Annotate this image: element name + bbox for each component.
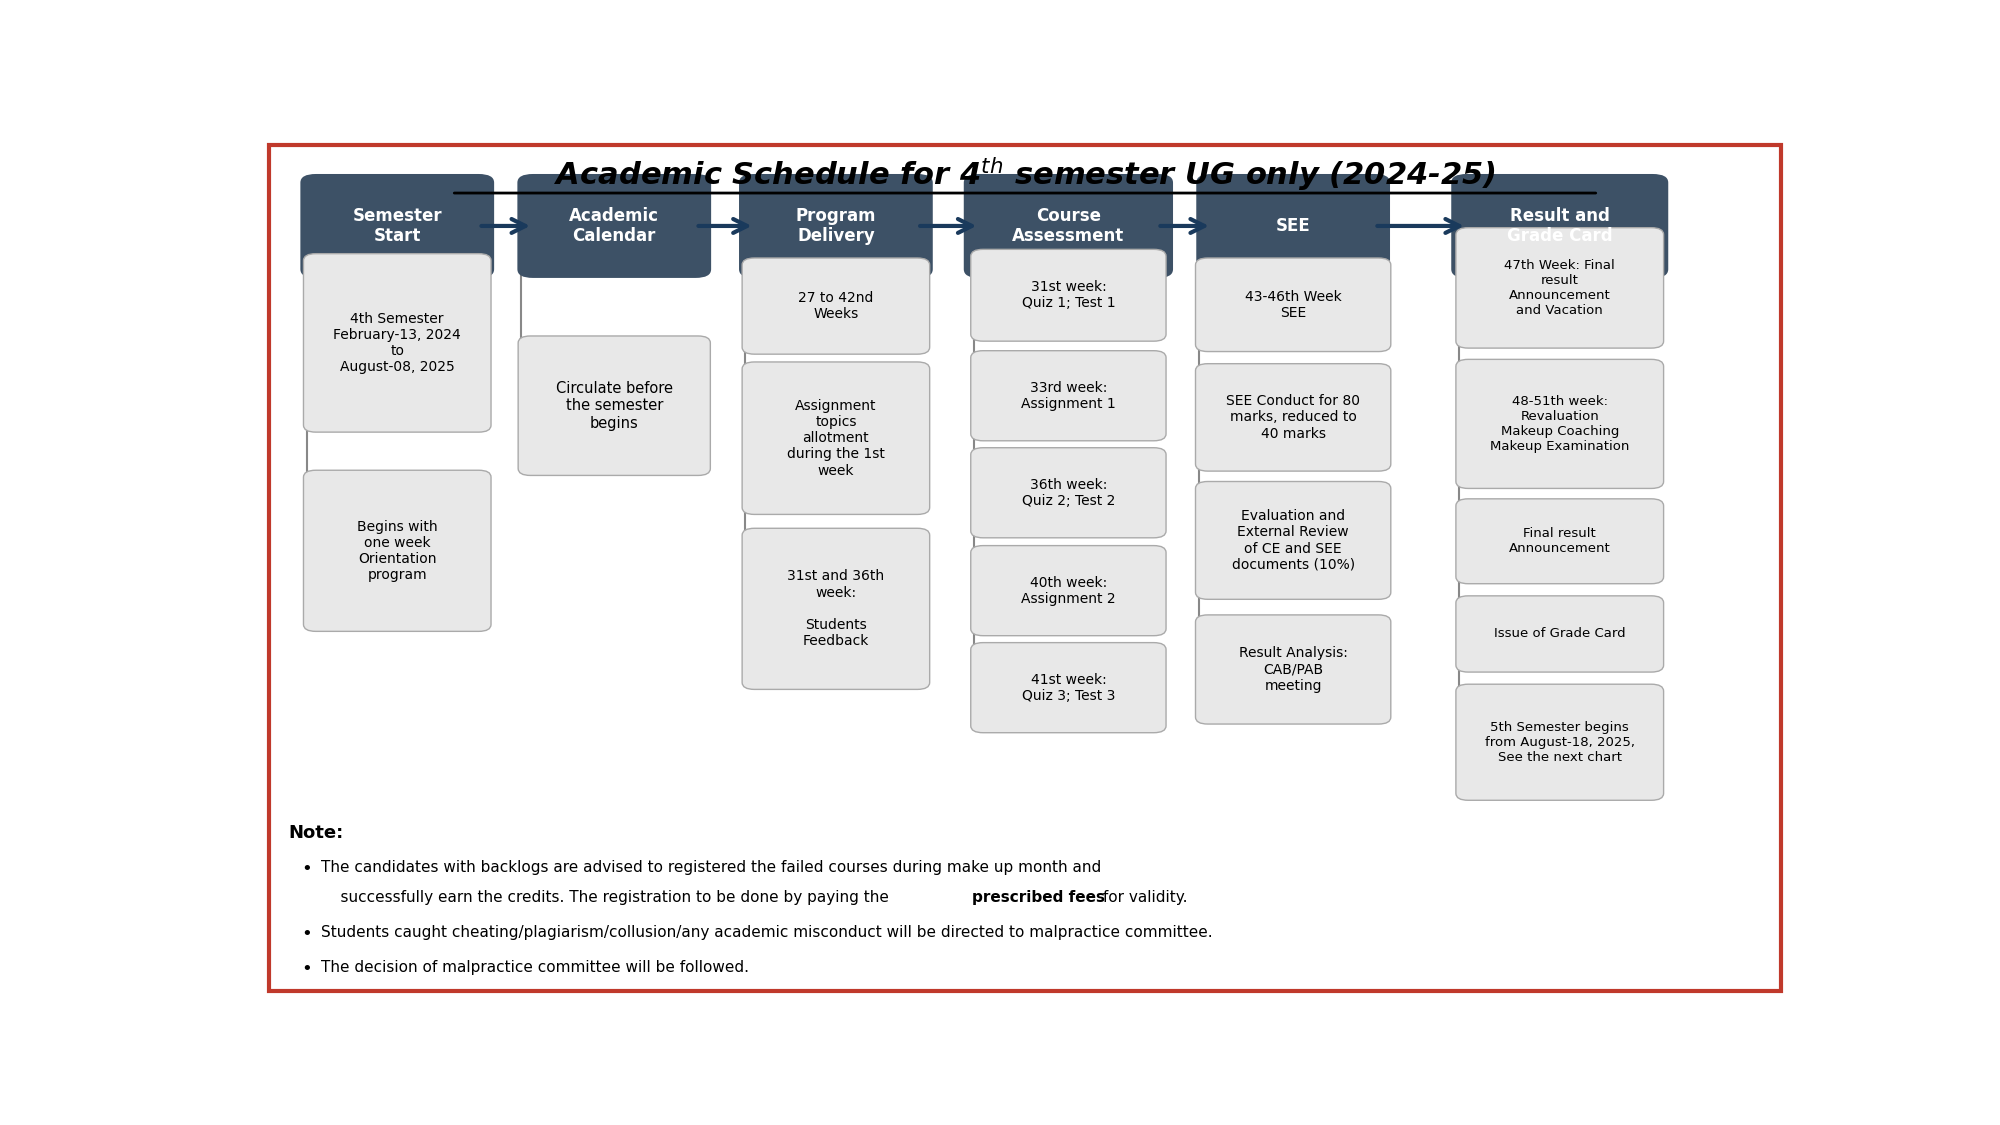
FancyBboxPatch shape <box>970 250 1166 341</box>
FancyBboxPatch shape <box>970 642 1166 732</box>
FancyBboxPatch shape <box>1196 482 1390 600</box>
Text: •: • <box>302 960 312 978</box>
FancyBboxPatch shape <box>964 174 1174 278</box>
Text: •: • <box>302 860 312 878</box>
FancyBboxPatch shape <box>518 174 712 278</box>
Text: Academic
Calendar: Academic Calendar <box>570 207 660 245</box>
FancyBboxPatch shape <box>268 145 1782 991</box>
FancyBboxPatch shape <box>518 336 710 476</box>
FancyBboxPatch shape <box>1456 596 1664 672</box>
Text: Result Analysis:
CAB/PAB
meeting: Result Analysis: CAB/PAB meeting <box>1238 646 1348 693</box>
FancyBboxPatch shape <box>1456 684 1664 800</box>
Text: Course
Assessment: Course Assessment <box>1012 207 1124 245</box>
FancyBboxPatch shape <box>300 174 494 278</box>
FancyBboxPatch shape <box>742 258 930 354</box>
Text: Circulate before
the semester
begins: Circulate before the semester begins <box>556 380 672 431</box>
FancyBboxPatch shape <box>1196 363 1390 471</box>
Text: successfully earn the credits. The registration to be done by paying the: successfully earn the credits. The regis… <box>322 890 894 904</box>
Text: 48-51th week:
Revaluation
Makeup Coaching
Makeup Examination: 48-51th week: Revaluation Makeup Coachin… <box>1490 395 1630 453</box>
FancyBboxPatch shape <box>1196 258 1390 351</box>
FancyBboxPatch shape <box>740 174 932 278</box>
FancyBboxPatch shape <box>1196 615 1390 724</box>
Text: Academic Schedule for 4$^{th}$ semester UG only (2024-25): Academic Schedule for 4$^{th}$ semester … <box>554 155 1496 193</box>
FancyBboxPatch shape <box>1456 498 1664 584</box>
Text: Program
Delivery: Program Delivery <box>796 207 876 245</box>
Text: 33rd week:
Assignment 1: 33rd week: Assignment 1 <box>1022 380 1116 411</box>
Text: SEE Conduct for 80
marks, reduced to
40 marks: SEE Conduct for 80 marks, reduced to 40 … <box>1226 394 1360 441</box>
Text: Final result
Announcement: Final result Announcement <box>1508 528 1610 556</box>
Text: 36th week:
Quiz 2; Test 2: 36th week: Quiz 2; Test 2 <box>1022 478 1116 507</box>
Text: 41st week:
Quiz 3; Test 3: 41st week: Quiz 3; Test 3 <box>1022 673 1116 703</box>
Text: for validity.: for validity. <box>1098 890 1188 904</box>
FancyBboxPatch shape <box>970 351 1166 441</box>
Text: 31st week:
Quiz 1; Test 1: 31st week: Quiz 1; Test 1 <box>1022 280 1116 310</box>
Text: Begins with
one week
Orientation
program: Begins with one week Orientation program <box>356 520 438 582</box>
Text: Note:: Note: <box>288 824 344 842</box>
FancyBboxPatch shape <box>970 448 1166 538</box>
Text: 27 to 42nd
Weeks: 27 to 42nd Weeks <box>798 291 874 321</box>
FancyBboxPatch shape <box>1456 227 1664 348</box>
FancyBboxPatch shape <box>304 470 492 631</box>
Text: Assignment
topics
allotment
during the 1st
week: Assignment topics allotment during the 1… <box>786 398 884 478</box>
Text: Issue of Grade Card: Issue of Grade Card <box>1494 628 1626 640</box>
Text: 31st and 36th
week:

Students
Feedback: 31st and 36th week: Students Feedback <box>788 569 884 648</box>
Text: The decision of malpractice committee will be followed.: The decision of malpractice committee wi… <box>322 960 750 974</box>
Text: Students caught cheating/plagiarism/collusion/any academic misconduct will be di: Students caught cheating/plagiarism/coll… <box>322 925 1212 940</box>
FancyBboxPatch shape <box>304 253 492 432</box>
FancyBboxPatch shape <box>742 362 930 514</box>
Text: Semester
Start: Semester Start <box>352 207 442 245</box>
Text: 5th Semester begins
from August-18, 2025,
See the next chart: 5th Semester begins from August-18, 2025… <box>1484 721 1634 764</box>
Text: 43-46th Week
SEE: 43-46th Week SEE <box>1244 289 1342 319</box>
Text: Result and
Grade Card: Result and Grade Card <box>1506 207 1612 245</box>
FancyBboxPatch shape <box>1456 359 1664 488</box>
Text: 4th Semester
February-13, 2024
to
August-08, 2025: 4th Semester February-13, 2024 to August… <box>334 312 462 375</box>
FancyBboxPatch shape <box>1196 174 1390 278</box>
Text: Evaluation and
External Review
of CE and SEE
documents (10%): Evaluation and External Review of CE and… <box>1232 510 1354 572</box>
FancyBboxPatch shape <box>970 546 1166 636</box>
Text: •: • <box>302 925 312 943</box>
Text: The candidates with backlogs are advised to registered the failed courses during: The candidates with backlogs are advised… <box>322 860 1102 875</box>
Text: SEE: SEE <box>1276 217 1310 235</box>
FancyBboxPatch shape <box>1452 174 1668 278</box>
Text: 47th Week: Final
result
Announcement
and Vacation: 47th Week: Final result Announcement and… <box>1504 259 1616 317</box>
Text: prescribed fees: prescribed fees <box>972 890 1104 904</box>
Text: 40th week:
Assignment 2: 40th week: Assignment 2 <box>1022 576 1116 605</box>
FancyBboxPatch shape <box>742 529 930 690</box>
